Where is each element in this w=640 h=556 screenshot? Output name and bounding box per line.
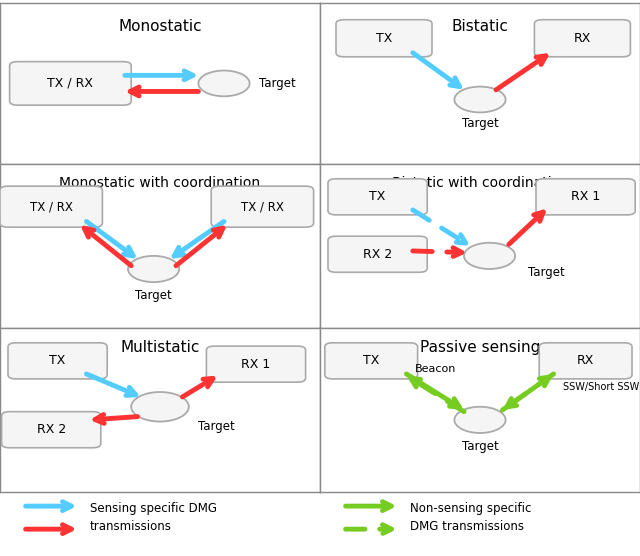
Circle shape [131, 392, 189, 421]
FancyBboxPatch shape [211, 186, 314, 227]
Text: Target: Target [259, 77, 296, 90]
Text: Target: Target [461, 117, 499, 130]
Circle shape [464, 243, 515, 269]
FancyBboxPatch shape [328, 236, 428, 272]
Text: Target: Target [461, 440, 499, 453]
Text: TX: TX [363, 354, 380, 368]
Text: TX: TX [376, 32, 392, 44]
Text: SSW/Short SSW: SSW/Short SSW [563, 382, 639, 392]
FancyBboxPatch shape [540, 343, 632, 379]
Text: Beacon: Beacon [415, 364, 456, 374]
FancyBboxPatch shape [325, 343, 418, 379]
FancyBboxPatch shape [0, 186, 102, 227]
Text: Target: Target [135, 289, 172, 302]
FancyBboxPatch shape [8, 343, 107, 379]
Text: Sensing specific DMG
transmissions: Sensing specific DMG transmissions [90, 502, 216, 533]
FancyBboxPatch shape [1, 411, 101, 448]
Circle shape [454, 407, 506, 433]
Circle shape [198, 71, 250, 96]
Circle shape [454, 87, 506, 112]
Text: TX / RX: TX / RX [30, 200, 72, 213]
Text: RX 1: RX 1 [571, 190, 600, 203]
Text: Monostatic with coordination: Monostatic with coordination [60, 176, 260, 190]
Text: RX 1: RX 1 [241, 358, 271, 371]
Text: Multistatic: Multistatic [120, 340, 200, 355]
Text: RX 2: RX 2 [36, 423, 66, 436]
Text: TX: TX [369, 190, 386, 203]
Text: Non-sensing specific
DMG transmissions: Non-sensing specific DMG transmissions [410, 502, 531, 533]
Text: Bistatic with coordination: Bistatic with coordination [392, 176, 568, 190]
Text: Passive sensing: Passive sensing [420, 340, 540, 355]
Text: Target: Target [198, 420, 235, 433]
Circle shape [128, 256, 179, 282]
Text: RX: RX [577, 354, 595, 368]
Text: TX / RX: TX / RX [47, 77, 93, 90]
FancyBboxPatch shape [536, 179, 635, 215]
FancyBboxPatch shape [328, 179, 428, 215]
FancyBboxPatch shape [206, 346, 306, 382]
Text: Target: Target [528, 266, 564, 279]
Text: Monostatic: Monostatic [118, 19, 202, 34]
Text: RX 2: RX 2 [363, 248, 392, 261]
FancyBboxPatch shape [534, 19, 630, 57]
FancyBboxPatch shape [336, 19, 432, 57]
Text: TX: TX [49, 354, 66, 368]
Text: TX / RX: TX / RX [241, 200, 284, 213]
FancyBboxPatch shape [10, 62, 131, 105]
Text: Bistatic: Bistatic [452, 19, 508, 34]
Text: RX: RX [573, 32, 591, 44]
